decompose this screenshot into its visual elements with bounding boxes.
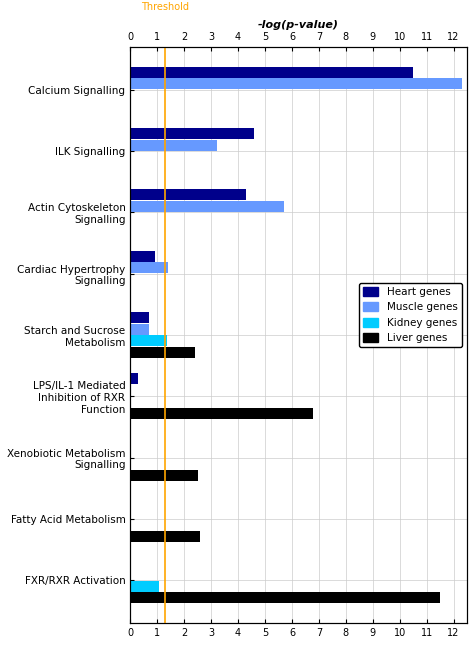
Bar — [130, 263, 168, 273]
Bar — [130, 373, 138, 384]
Bar — [130, 580, 159, 591]
Bar — [130, 470, 198, 481]
Bar — [130, 251, 155, 262]
Legend: Heart genes, Muscle genes, Kidney genes, Liver genes: Heart genes, Muscle genes, Kidney genes,… — [359, 283, 462, 348]
Bar — [130, 201, 284, 212]
Bar — [130, 324, 149, 335]
Bar — [130, 531, 201, 542]
Bar — [130, 128, 254, 139]
Bar — [130, 190, 246, 201]
Text: Threshold: Threshold — [141, 2, 189, 12]
Bar — [130, 78, 462, 90]
Bar — [130, 140, 217, 151]
Bar — [130, 347, 195, 358]
Bar — [130, 335, 167, 346]
X-axis label: -log(p-value): -log(p-value) — [258, 20, 339, 30]
Bar — [130, 312, 149, 323]
Bar — [130, 408, 313, 419]
Bar — [130, 66, 413, 77]
Bar — [130, 592, 440, 603]
